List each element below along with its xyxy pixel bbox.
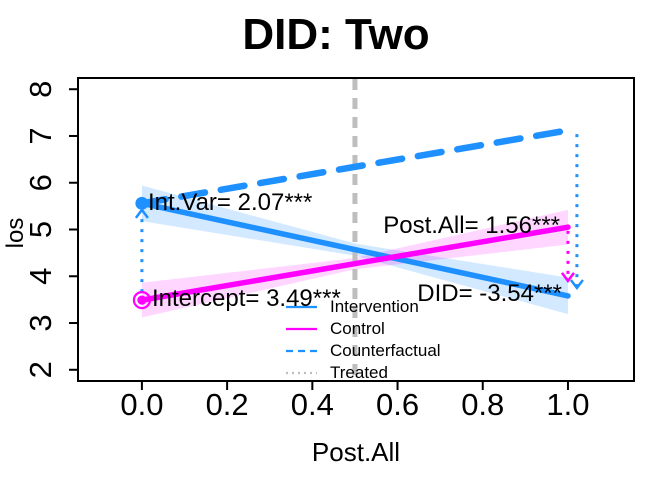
y-tick-label: 5 (23, 221, 58, 238)
legend-label-counterfactual: Counterfactual (330, 341, 441, 360)
legend-label-control: Control (330, 319, 385, 338)
x-tick-label: 0.8 (461, 387, 504, 422)
y-tick-label: 8 (23, 81, 58, 98)
intervention-line (139, 200, 571, 299)
counterfactual-line (138, 127, 572, 207)
y-tick-label: 4 (23, 268, 58, 285)
annotation-int-var: Int.Var= 2.07*** (148, 189, 313, 216)
intervention-point-marker (135, 196, 149, 210)
control-line (139, 224, 571, 303)
annotation-did: DID= -3.54*** (417, 280, 562, 307)
x-tick-label: 0.6 (376, 387, 419, 422)
legend-label-treated: Treated (330, 363, 388, 382)
x-tick-label: 0.0 (120, 387, 163, 422)
control-marker-inner (137, 295, 147, 305)
arrowhead-0 (134, 207, 149, 219)
annotation-intercept: Intercept= 3.49*** (152, 285, 341, 312)
annotation-post-all: Post.All= 1.56*** (383, 212, 560, 239)
legend-label-intervention: Intervention (330, 297, 419, 316)
y-tick-label: 2 (23, 361, 58, 378)
x-axis-label: Post.All (311, 437, 401, 467)
control-marker-outer (132, 291, 152, 310)
y-tick-label: 3 (23, 314, 58, 331)
chart-title: DID: Two (242, 10, 430, 59)
arrowhead-2 (569, 279, 584, 291)
arrowhead-1 (560, 272, 575, 284)
y-tick-label: 6 (23, 174, 58, 191)
y-tick-label: 7 (23, 127, 58, 144)
x-tick-label: 1.0 (546, 387, 589, 422)
y-axis-label: los (2, 217, 29, 249)
x-tick-label: 0.4 (291, 387, 334, 422)
x-tick-label: 0.2 (206, 387, 249, 422)
